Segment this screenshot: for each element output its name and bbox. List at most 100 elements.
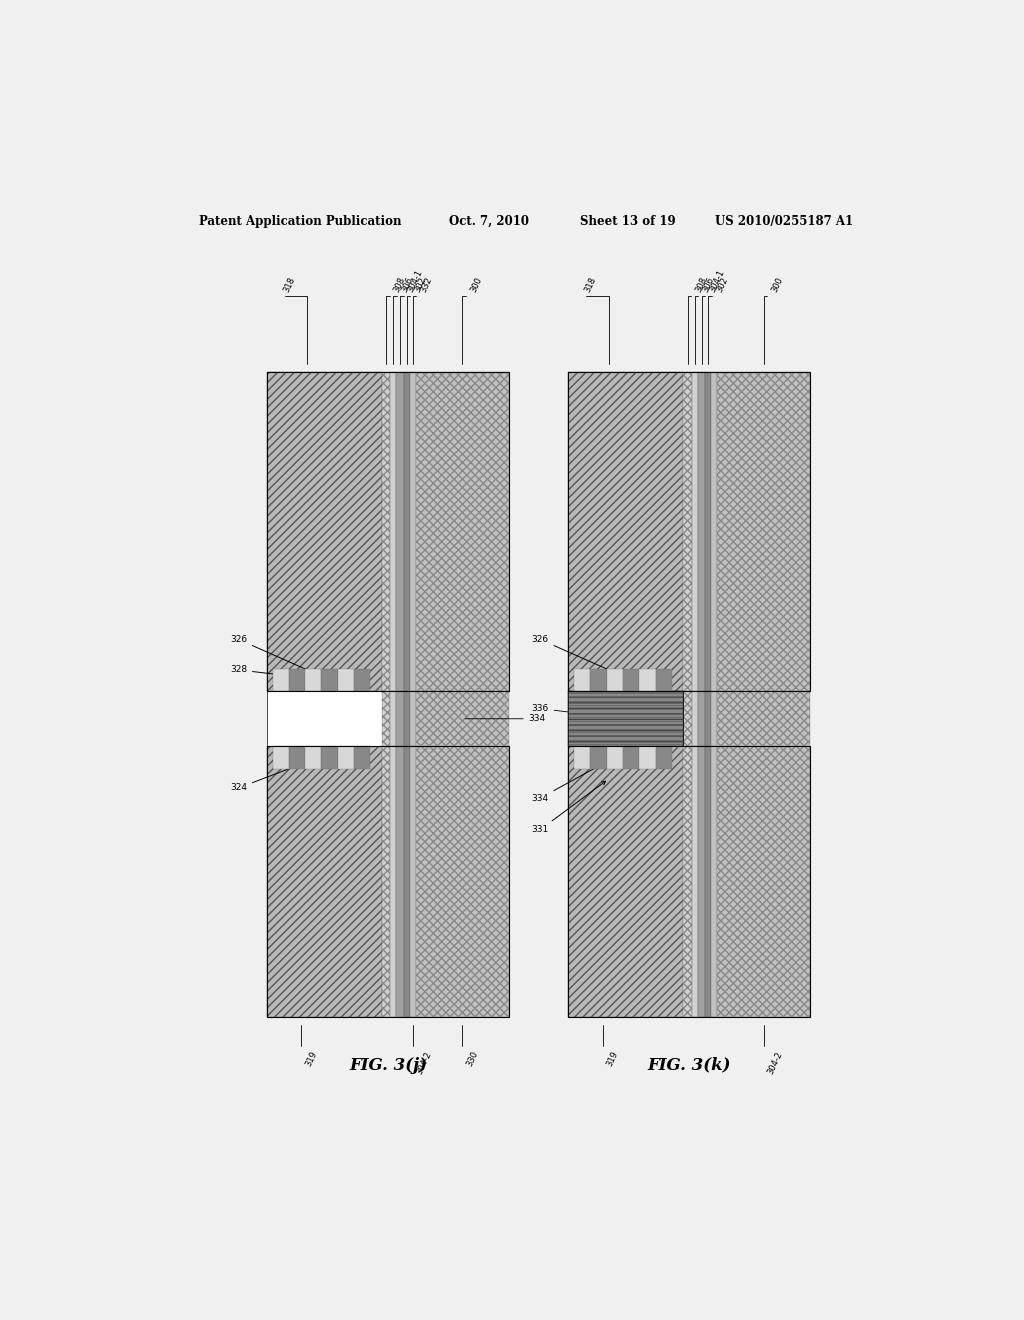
Text: Sheet 13 of 19: Sheet 13 of 19 — [581, 215, 676, 228]
Bar — [683, 372, 692, 692]
Bar — [289, 746, 305, 768]
Text: 308: 308 — [694, 276, 709, 293]
Bar — [416, 372, 509, 692]
Bar — [568, 746, 683, 1018]
Bar — [322, 669, 338, 692]
Bar — [706, 692, 712, 746]
Bar — [305, 669, 322, 692]
Bar — [382, 372, 390, 692]
Text: 330: 330 — [465, 1049, 479, 1068]
Text: 304-2: 304-2 — [415, 1049, 433, 1076]
Bar — [396, 372, 403, 692]
Bar — [382, 746, 390, 1018]
Bar — [267, 692, 382, 746]
Bar — [706, 746, 712, 1018]
Bar — [568, 692, 683, 746]
Bar — [382, 692, 390, 746]
Text: Patent Application Publication: Patent Application Publication — [200, 215, 402, 228]
Text: 300: 300 — [770, 276, 785, 293]
Bar — [623, 746, 639, 768]
Text: 326: 326 — [531, 635, 628, 678]
Bar — [568, 746, 811, 1018]
Bar — [403, 692, 410, 746]
Bar — [568, 692, 683, 746]
Text: 319: 319 — [605, 1049, 621, 1068]
Bar — [267, 372, 509, 692]
Bar — [267, 746, 382, 1018]
Text: 306: 306 — [399, 276, 415, 293]
Bar — [712, 746, 717, 1018]
Bar — [396, 746, 403, 1018]
Text: 302: 302 — [715, 276, 729, 293]
Bar — [568, 372, 683, 692]
Text: 306: 306 — [701, 276, 716, 293]
Bar — [698, 746, 706, 1018]
Bar — [410, 746, 416, 1018]
Bar — [692, 692, 698, 746]
Text: 334: 334 — [531, 759, 611, 803]
Bar — [396, 692, 403, 746]
Bar — [390, 692, 396, 746]
Bar — [568, 372, 811, 692]
Text: FIG. 3(k): FIG. 3(k) — [648, 1056, 731, 1073]
Text: 302: 302 — [413, 276, 428, 293]
Text: 332: 332 — [419, 276, 434, 293]
Bar — [692, 372, 698, 692]
Bar — [591, 746, 607, 768]
Bar — [717, 746, 811, 1018]
Text: 318: 318 — [584, 276, 598, 293]
Text: 331: 331 — [531, 781, 605, 834]
Text: 318: 318 — [282, 276, 297, 293]
Bar — [272, 746, 289, 768]
Text: 324: 324 — [230, 759, 315, 792]
Text: 304-2: 304-2 — [766, 1049, 784, 1076]
Bar — [272, 669, 289, 692]
Text: 300: 300 — [469, 276, 483, 293]
Bar — [305, 746, 322, 768]
Bar — [390, 746, 396, 1018]
Bar — [574, 746, 591, 768]
Text: FIG. 3(j): FIG. 3(j) — [349, 1056, 427, 1073]
Text: 328: 328 — [230, 665, 321, 681]
Text: Oct. 7, 2010: Oct. 7, 2010 — [450, 215, 529, 228]
Bar — [717, 692, 811, 746]
Bar — [403, 746, 410, 1018]
Bar — [607, 669, 623, 692]
Bar — [639, 669, 655, 692]
Bar — [568, 692, 683, 746]
Text: 308: 308 — [392, 276, 408, 293]
Bar — [322, 746, 338, 768]
Bar — [607, 746, 623, 768]
Bar — [639, 746, 655, 768]
Text: 326: 326 — [230, 635, 327, 678]
Text: 336: 336 — [531, 704, 624, 718]
Bar — [403, 372, 410, 692]
Bar — [692, 746, 698, 1018]
Bar — [683, 692, 692, 746]
Bar — [712, 372, 717, 692]
Bar — [623, 669, 639, 692]
Text: 304-1: 304-1 — [407, 268, 425, 293]
Text: US 2010/0255187 A1: US 2010/0255187 A1 — [715, 215, 853, 228]
Bar — [267, 746, 509, 1018]
Bar — [416, 692, 509, 746]
Bar — [712, 692, 717, 746]
Text: 334: 334 — [465, 714, 546, 723]
Bar — [574, 669, 591, 692]
Bar — [354, 746, 371, 768]
Bar — [698, 692, 706, 746]
Bar — [416, 746, 509, 1018]
Bar — [338, 746, 354, 768]
Bar — [717, 372, 811, 692]
Bar — [655, 746, 672, 768]
Bar — [706, 372, 712, 692]
Bar — [568, 692, 683, 746]
Bar — [289, 669, 305, 692]
Bar — [354, 669, 371, 692]
Bar — [683, 746, 692, 1018]
Bar — [410, 692, 416, 746]
Bar — [267, 372, 382, 692]
Text: 319: 319 — [304, 1049, 318, 1068]
Bar — [338, 669, 354, 692]
Bar — [390, 372, 396, 692]
